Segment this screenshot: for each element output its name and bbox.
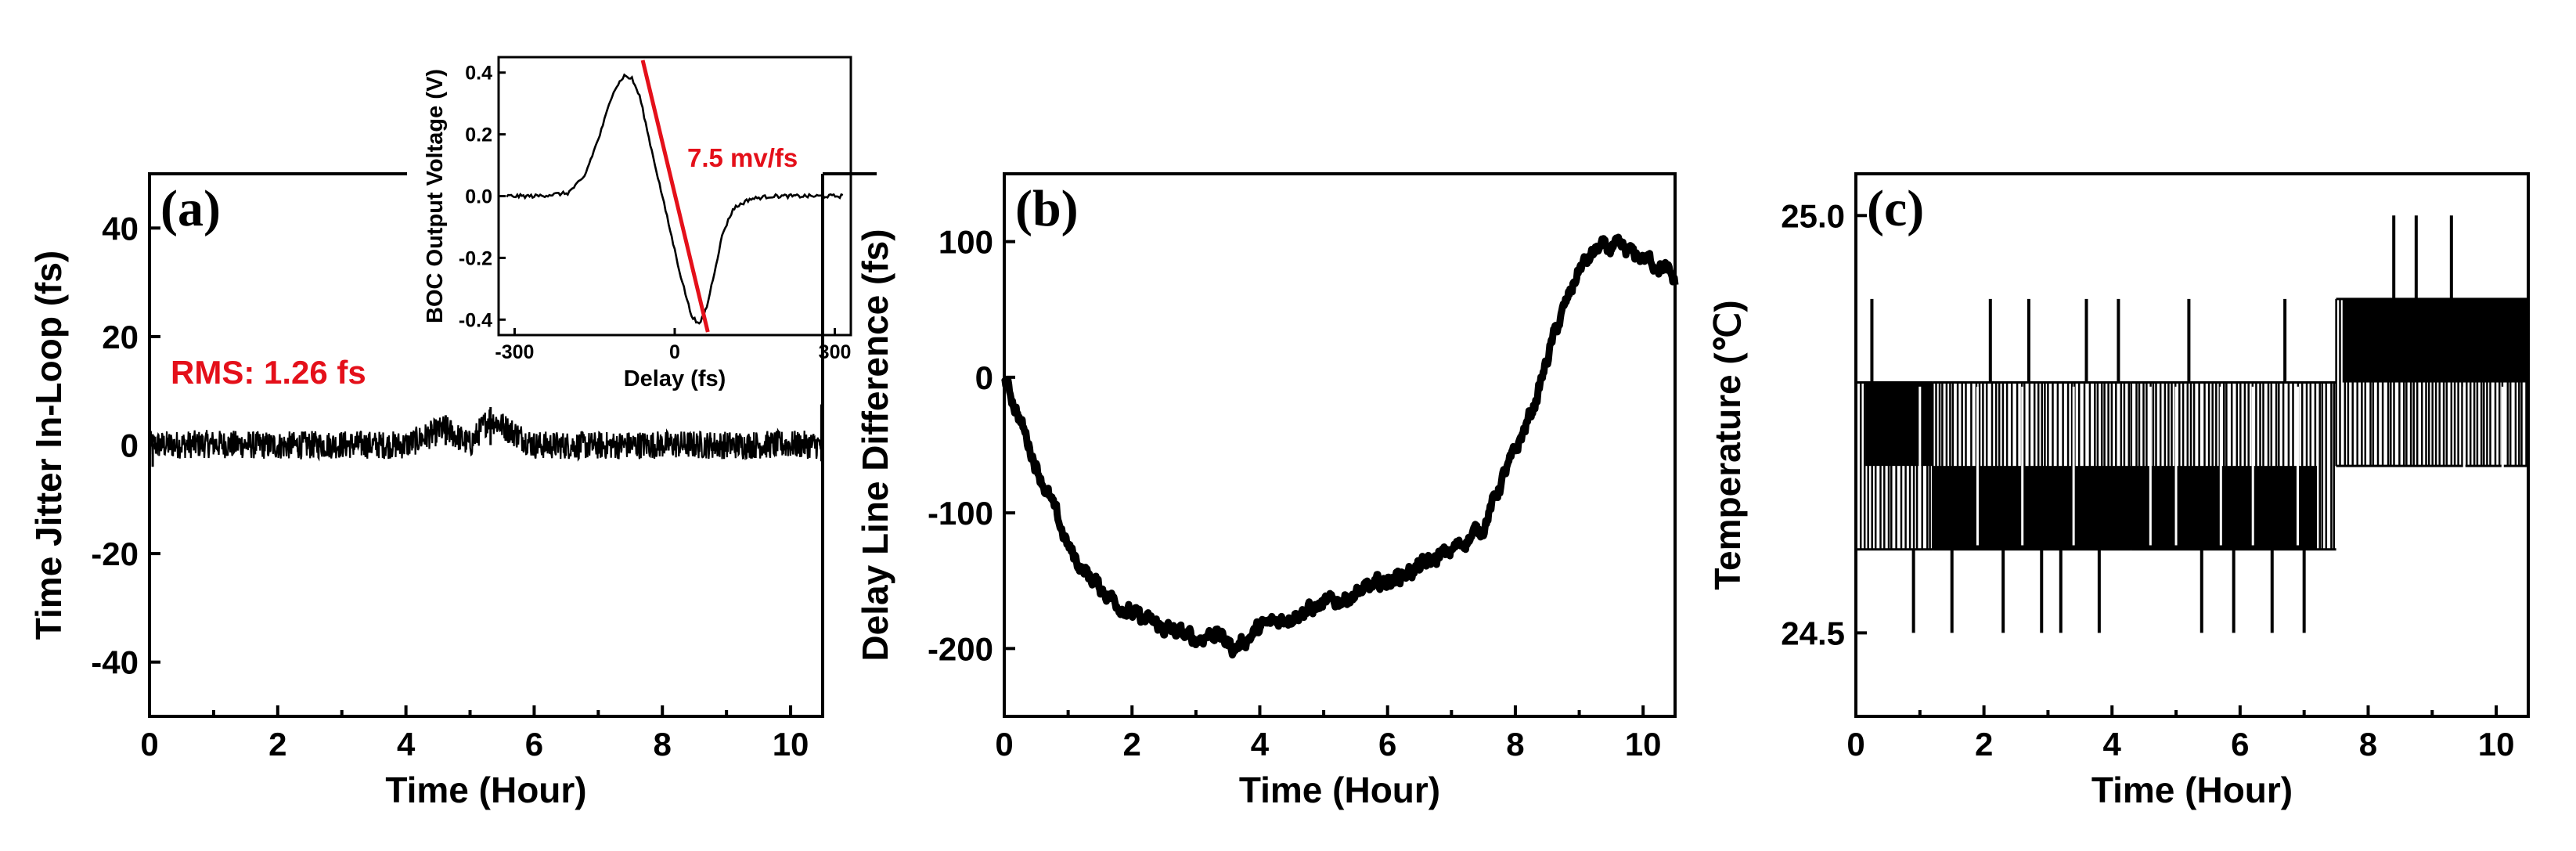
x-tick-label: 6 — [1378, 726, 1396, 763]
x-tick-label: 6 — [525, 726, 543, 763]
inset-slope-line — [640, 59, 710, 333]
x-tick-label: 0 — [140, 726, 158, 763]
x-tick-label: 2 — [268, 726, 286, 763]
jitter-series-line — [148, 409, 823, 462]
rms-annotation: RMS: 1.26 fs — [171, 354, 366, 391]
inset-y-tick-label: -0.2 — [459, 247, 492, 269]
inset-y-tick-label: 0.4 — [465, 63, 492, 85]
inset-x-tick-label: 0 — [669, 341, 680, 363]
y-tick-label: -200 — [928, 630, 993, 667]
y-axis-label: Delay Line Difference (fs) — [855, 229, 895, 661]
y-axis-label: Temperature (℃) — [1707, 300, 1748, 590]
y-tick-label: -20 — [91, 535, 139, 572]
y-tick-label: 40 — [102, 210, 139, 247]
x-tick-label: 0 — [995, 726, 1013, 763]
panel-label: (c) — [1867, 180, 1924, 237]
y-tick-label: 0 — [975, 359, 993, 396]
inset-y-tick-label: -0.4 — [459, 309, 492, 331]
y-tick-label: 100 — [939, 224, 993, 261]
panel-label: (b) — [1015, 180, 1079, 237]
x-tick-label: 4 — [2103, 726, 2122, 763]
x-tick-label: 8 — [654, 726, 672, 763]
y-tick-label: -40 — [91, 644, 139, 681]
x-axis-label: Time (Hour) — [1239, 770, 1440, 810]
inset-x-tick-label: -300 — [495, 341, 534, 363]
y-tick-label: 25.0 — [1781, 197, 1845, 234]
x-tick-label: 10 — [1625, 726, 1662, 763]
inset-background — [407, 43, 877, 395]
x-tick-label: 6 — [2231, 726, 2249, 763]
temp-dense-region — [2131, 466, 2318, 550]
temp-dense-region — [1933, 466, 2131, 550]
y-tick-label: -100 — [928, 495, 993, 532]
x-tick-label: 8 — [2359, 726, 2377, 763]
x-axis-label: Time (Hour) — [385, 770, 586, 810]
inset-y-tick-label: 0.0 — [465, 186, 492, 208]
x-tick-label: 4 — [397, 726, 416, 763]
y-axis-label: Time Jitter In-Loop (fs) — [28, 251, 69, 640]
inset-boc-curve — [506, 73, 844, 325]
panel-a-chart: 0 2 4 6 8 10 -40 -20 0 20 40 Time (Hour) Time Jitter… — [28, 43, 877, 810]
panel-b-chart: 0 2 4 6 8 10 -200 -100 0 100 Time (Hour) Delay Line… — [855, 172, 1679, 810]
inset-x-axis-label: Delay (fs) — [624, 366, 726, 391]
y-tick-label: 20 — [102, 319, 139, 355]
panel-label: (a) — [160, 180, 221, 237]
temp-dense-region — [1865, 382, 1933, 467]
y-tick-label: 0 — [121, 427, 139, 464]
x-tick-label: 10 — [2478, 726, 2515, 763]
panel-c-chart: 0 2 4 6 8 10 24.5 25.0 Time (Hour) Temperature (℃… — [1707, 172, 2530, 810]
x-tick-label: 4 — [1251, 726, 1270, 763]
temp-toggle-band — [1931, 382, 2131, 550]
inset-y-tick-label: 0.2 — [465, 124, 492, 146]
x-tick-label: 2 — [1975, 726, 1993, 763]
x-tick-label: 10 — [773, 726, 809, 763]
x-tick-label: 0 — [1846, 726, 1864, 763]
x-axis-label: Time (Hour) — [2091, 770, 2293, 810]
temp-dense-region — [2342, 298, 2528, 383]
y-tick-label: 24.5 — [1781, 615, 1845, 651]
temp-toggle-band — [2335, 298, 2527, 467]
inset-y-axis-label: BOC Output Voltage (V) — [423, 69, 448, 323]
delay-series-line — [1000, 233, 1679, 659]
inset-slope-label: 7.5 mv/fs — [687, 143, 798, 172]
inset-x-tick-label: 300 — [819, 341, 852, 363]
axes-frame — [1003, 172, 1677, 718]
x-tick-label: 2 — [1123, 726, 1141, 763]
x-tick-label: 8 — [1506, 726, 1524, 763]
